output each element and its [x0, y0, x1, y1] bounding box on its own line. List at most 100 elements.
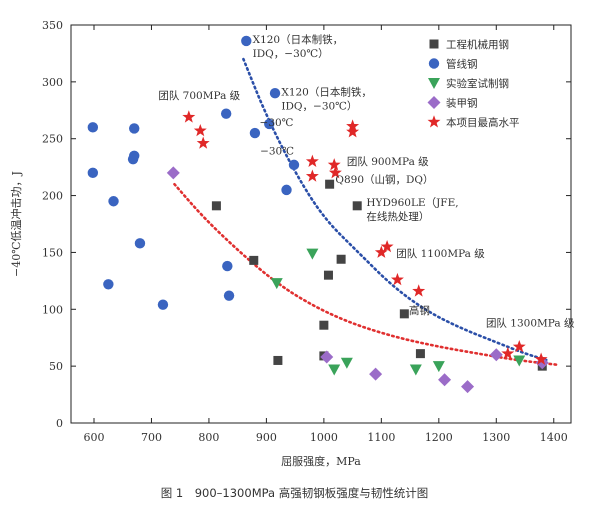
legend-marker-armor	[427, 96, 441, 109]
armor-point	[369, 367, 383, 381]
trend-curves	[173, 57, 561, 367]
y-tick-label: 250	[42, 133, 63, 146]
pipeline-point	[264, 118, 275, 130]
lab-point	[513, 355, 526, 367]
annotation-label: X120（日本制铁， IDQ，−30℃）	[253, 33, 344, 60]
pipeline-point	[223, 290, 235, 301]
project-point	[327, 158, 341, 171]
pipeline-point	[129, 150, 140, 161]
legend-label-pipeline: 管线钢	[446, 58, 478, 71]
data-points	[87, 35, 549, 394]
plot-frame	[70, 24, 572, 424]
engineering-point	[325, 179, 335, 189]
engineering-point	[399, 309, 409, 319]
x-tick-label: 900	[256, 431, 277, 444]
blue-curve-trend-line	[242, 57, 550, 362]
pipeline-point	[87, 167, 99, 179]
pipeline-point	[87, 122, 99, 133]
annotation-line: 团队 700MPa 级	[158, 89, 240, 102]
project-point	[534, 352, 548, 365]
engineering-point	[249, 255, 259, 265]
pipeline-point	[269, 88, 281, 99]
y-tick-label: 200	[42, 190, 63, 203]
pipeline-point	[103, 279, 114, 290]
engineering-point	[352, 201, 362, 211]
annotation-line: 团队 900MPa 级	[347, 155, 429, 168]
annotation-label: −30℃	[260, 146, 294, 158]
annotation-label: 团队 900MPa 级	[347, 155, 429, 168]
x-tick-label: 1300	[482, 431, 510, 444]
armor-point	[489, 348, 503, 362]
annotation-label: X120（日本制铁， IDQ，−30℃）	[281, 86, 372, 113]
x-tick-label: 700	[141, 431, 162, 444]
annotation-line: X120（日本制铁，	[253, 33, 344, 46]
engineering-point	[323, 270, 333, 280]
engineering-point	[415, 349, 425, 359]
engineering-point	[336, 254, 346, 264]
figure-caption: 图 1 900–1300MPa 高强韧钢板强度与韧性统计图	[160, 486, 429, 500]
legend-marker-engineering	[429, 39, 439, 49]
annotation-label: −30℃	[260, 117, 294, 129]
y-tick-label: 0	[56, 417, 63, 430]
annotations: X120（日本制铁， IDQ，−30℃） X120（日本制铁， IDQ，−30℃） −3…	[158, 33, 575, 329]
pipeline-point	[281, 184, 292, 196]
annotation-label: 高钢	[409, 304, 430, 317]
armor-point	[438, 373, 452, 387]
project-point	[328, 166, 342, 179]
annotation-label: 团队 1100MPa 级	[396, 247, 485, 260]
engineering-point	[319, 320, 329, 330]
pipeline-point	[288, 159, 300, 171]
annotation-line: 高钢	[409, 304, 430, 317]
red-curve-trend-line	[173, 182, 561, 367]
annotation-line: IDQ，−30℃）	[281, 101, 357, 113]
y-tick-label: 300	[42, 76, 63, 89]
project-point	[193, 123, 207, 137]
annotation-label: 团队 1300MPa 级	[486, 316, 575, 329]
project-point	[512, 340, 526, 353]
y-axis-label: −40℃低温冲击功，J	[9, 171, 23, 277]
annotation-line: IDQ，−30℃）	[253, 48, 329, 60]
pipeline-point	[108, 196, 119, 207]
x-tick-label: 1400	[540, 431, 568, 444]
armor-point	[461, 380, 475, 394]
pipeline-point	[157, 299, 169, 310]
annotation-line: X120（日本制铁，	[281, 86, 372, 99]
annotation-line: −30℃	[260, 117, 294, 129]
x-tick-label: 1200	[425, 431, 453, 444]
project-point	[374, 245, 388, 258]
armor-point	[166, 166, 180, 180]
lab-point	[340, 357, 353, 369]
annotation-line: HYD960LE（JFE,	[366, 197, 458, 209]
y-tick-label: 150	[42, 246, 63, 259]
x-tick-label: 600	[83, 431, 104, 444]
annotation-line: Q890（山钢，DQ）	[335, 173, 433, 186]
y-tick-label: 350	[42, 19, 63, 32]
legend-marker-pipeline	[428, 58, 440, 69]
x-tick-label: 800	[198, 431, 219, 444]
y-tick-label: 50	[49, 360, 63, 373]
legend-label-engineering: 工程机械用钢	[446, 38, 509, 51]
pipeline-point	[249, 127, 261, 139]
legend-label-armor: 装甲钢	[446, 97, 478, 110]
legend-label-project: 本项目最高水平	[446, 116, 520, 129]
pipeline-point	[220, 108, 232, 119]
lab-point	[306, 248, 319, 260]
annotation-label: 团队 700MPa 级	[158, 89, 240, 102]
project-point	[196, 136, 210, 149]
engineering-point	[273, 355, 283, 365]
annotation-line: −30℃	[260, 146, 294, 158]
project-point	[305, 154, 319, 167]
project-point	[182, 110, 196, 123]
project-point	[346, 125, 360, 138]
project-point	[305, 169, 319, 182]
scatter-chart: X120（日本制铁， IDQ，−30℃） X120（日本制铁， IDQ，−30℃） −3…	[9, 19, 575, 468]
x-axis-label: 屈服强度，MPa	[281, 454, 361, 468]
pipeline-point	[241, 35, 252, 47]
lab-point	[432, 361, 445, 373]
pipeline-point	[222, 260, 233, 272]
engineering-point	[211, 201, 221, 211]
x-tick-label: 1100	[367, 431, 395, 444]
lab-point	[409, 364, 422, 376]
pipeline-point	[129, 123, 140, 134]
